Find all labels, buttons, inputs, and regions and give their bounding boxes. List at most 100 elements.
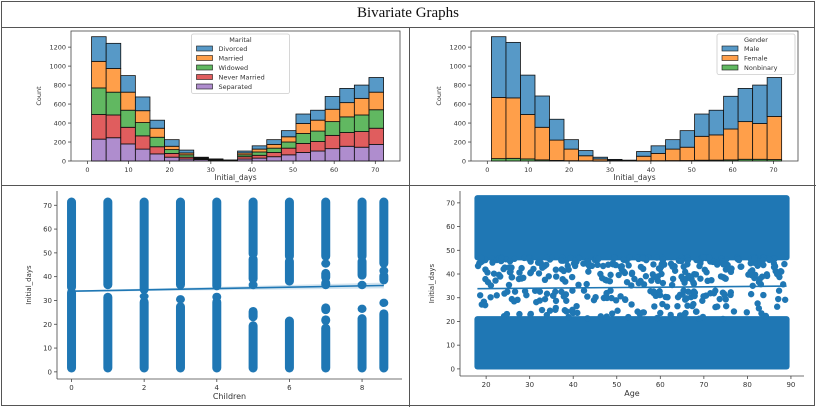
legend-swatch (196, 45, 213, 52)
point (531, 287, 539, 294)
column-x-8 (357, 197, 367, 373)
point (477, 254, 485, 261)
bar-segment (723, 128, 739, 161)
point-cluster (248, 321, 258, 373)
x-tick-label: 10 (124, 166, 132, 174)
bar-segment (353, 97, 370, 116)
x-tick-label: 40 (647, 166, 655, 174)
point (500, 265, 507, 273)
bar-segment (694, 113, 710, 137)
point-cluster (321, 197, 331, 261)
point-cluster (212, 292, 222, 302)
bar-segment (266, 147, 282, 153)
point (584, 293, 591, 300)
bar-segment (607, 158, 623, 161)
point (751, 255, 758, 262)
bar-segment (310, 150, 326, 162)
bar-segment (120, 109, 136, 128)
point (756, 275, 764, 283)
point (606, 277, 614, 285)
bar-segment (636, 155, 652, 162)
bar-segment (237, 150, 253, 154)
x-tick-label: 0 (485, 166, 489, 174)
point (734, 256, 741, 263)
bar-segment (266, 152, 282, 158)
bar-segment (766, 77, 783, 117)
point-cluster (357, 314, 367, 373)
point (636, 310, 644, 318)
bar-segment (650, 153, 666, 162)
x-axis-label: Children (213, 392, 246, 401)
point (716, 295, 723, 303)
point (722, 302, 730, 310)
point (684, 257, 692, 264)
bar-segment (708, 109, 725, 136)
bar-segment (368, 91, 384, 111)
point (594, 261, 601, 269)
marital-histogram-chart: 0 10 20 30 40 50 60 70 0 200 400 600 800 1000 1200 Init… (35, 30, 401, 182)
point (656, 291, 664, 299)
point (506, 257, 514, 265)
point (535, 270, 543, 277)
point (631, 275, 638, 283)
bar-segment (105, 91, 122, 116)
point-cluster (175, 197, 185, 290)
bar-segment (164, 139, 180, 147)
bar-segment (280, 130, 297, 138)
x-tick-label: 6 (287, 384, 292, 392)
point (511, 288, 519, 295)
dense-point-band (474, 195, 790, 261)
bar-segment (491, 97, 507, 160)
point (681, 268, 689, 276)
bar-segment (766, 116, 783, 160)
legend-label: Male (744, 45, 759, 53)
bar-segment (723, 95, 739, 130)
y-tick-label: 200 (454, 139, 466, 147)
point (727, 291, 734, 299)
panel-marital-histogram: 0 10 20 30 40 50 60 70 0 200 400 600 800 1000 1200 Init… (2, 28, 410, 186)
x-tick-label: 2 (142, 384, 146, 392)
point (552, 266, 560, 273)
point-cluster (284, 197, 294, 261)
point (537, 259, 544, 266)
point (604, 261, 612, 268)
legend-item: Male (721, 45, 759, 53)
point (497, 257, 505, 265)
legend-item: Nonbinary (721, 64, 778, 72)
point (669, 275, 677, 283)
bar-segment (266, 143, 282, 149)
point (721, 290, 728, 298)
point-cluster (139, 292, 149, 300)
y-tick-label: 200 (54, 139, 66, 147)
point (558, 257, 565, 264)
point (487, 294, 494, 301)
y-tick-label: 20 (446, 318, 455, 326)
bar-segment (339, 116, 355, 133)
y-tick-label: 0 (451, 365, 455, 373)
legend-title: Marital (229, 36, 252, 44)
bar-segment (178, 149, 195, 154)
point-cluster (139, 197, 149, 294)
bar-segment (251, 151, 268, 156)
point (659, 256, 667, 263)
y-tick-label: 800 (54, 82, 66, 90)
point-cluster (175, 295, 185, 304)
legend-swatch (196, 74, 213, 80)
bar-segment (353, 114, 370, 132)
legend-swatch (721, 55, 739, 61)
legend-item: Never Married (196, 74, 265, 82)
point (775, 295, 782, 303)
point (580, 287, 588, 294)
bar-segment (324, 148, 341, 162)
legend-label: Separated (219, 83, 253, 91)
y-tick-label: 800 (454, 82, 466, 90)
point (763, 272, 771, 280)
point (492, 277, 499, 284)
point (773, 270, 781, 278)
legend-item: Divorced (196, 45, 247, 53)
point (585, 268, 592, 275)
x-tick-label: 60 (656, 381, 665, 389)
y-tick-label: 0 (462, 158, 466, 166)
point (516, 310, 523, 318)
legend-label: Never Married (219, 74, 265, 82)
